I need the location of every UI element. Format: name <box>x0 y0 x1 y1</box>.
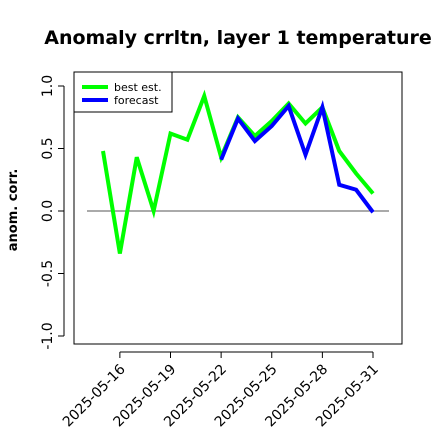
x-axis: 2025-05-162025-05-192025-05-222025-05-25… <box>60 351 382 430</box>
y-axis-label: anom. corr. <box>6 169 21 252</box>
y-axis: -1.0 -0.5 0.0 0.5 1.0 <box>40 75 65 350</box>
series-line-1 <box>219 99 375 214</box>
y-tick-label: 0.0 <box>40 200 56 222</box>
legend: best est.forecast <box>73 71 173 113</box>
y-tick-label: -0.5 <box>40 260 56 287</box>
y-tick-label: -1.0 <box>40 322 56 349</box>
y-tick-label: 0.5 <box>40 137 56 159</box>
legend-label: forecast <box>114 94 159 107</box>
chart-title: Anomaly crrltn, layer 1 temperature <box>44 27 432 49</box>
legend-label: best est. <box>114 81 162 94</box>
plot-area <box>73 71 403 345</box>
legend-box <box>73 71 173 113</box>
y-tick-label: 1.0 <box>40 75 56 97</box>
series-layer <box>101 89 375 254</box>
